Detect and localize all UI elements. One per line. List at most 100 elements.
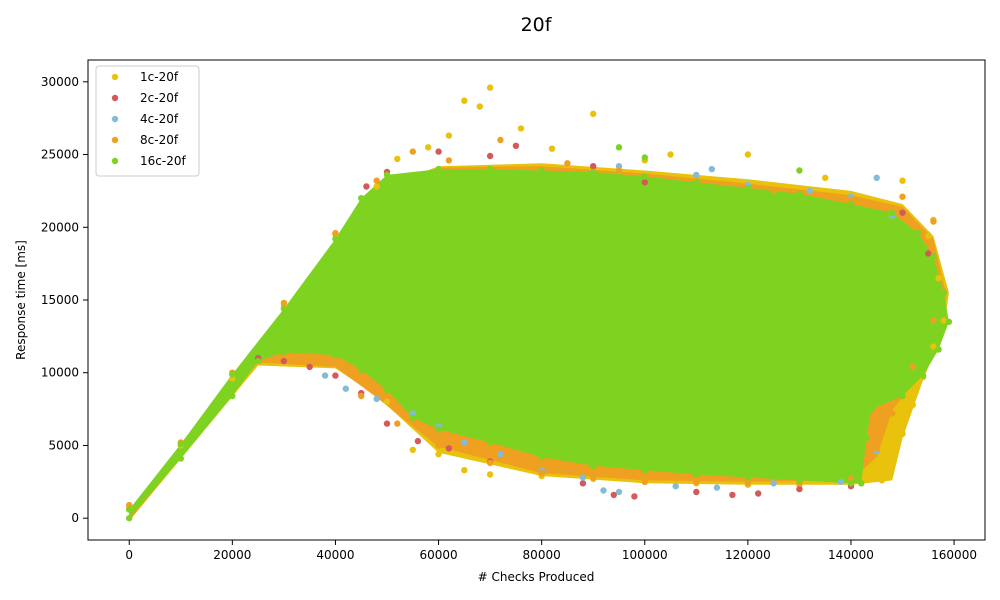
data-point xyxy=(693,471,700,478)
data-point xyxy=(590,110,597,118)
y-axis-label: Response time [ms] xyxy=(14,240,28,360)
data-point xyxy=(878,477,886,484)
x-tick-label: 20000 xyxy=(213,548,251,562)
data-point xyxy=(590,462,597,469)
data-point xyxy=(383,398,391,405)
data-point xyxy=(486,471,494,478)
legend-label: 1c-20f xyxy=(140,70,179,84)
data-point xyxy=(641,179,648,186)
data-point xyxy=(914,229,922,237)
data-point xyxy=(461,97,468,104)
data-point xyxy=(889,410,896,417)
data-point xyxy=(641,478,648,485)
data-point xyxy=(693,179,700,186)
data-point xyxy=(497,136,504,144)
data-point xyxy=(394,155,401,163)
x-tick-label: 80000 xyxy=(523,548,561,562)
data-point xyxy=(548,145,556,152)
data-point xyxy=(590,168,597,176)
y-tick-label: 0 xyxy=(71,511,79,525)
data-point xyxy=(383,171,391,179)
data-point xyxy=(708,165,715,173)
data-point xyxy=(280,357,288,365)
legend: 1c-20f 2c-20f 4c-20f 8c-20f 16c-20f xyxy=(95,65,200,177)
data-point xyxy=(770,187,777,195)
data-point xyxy=(280,299,288,307)
data-point xyxy=(909,363,916,371)
data-point xyxy=(667,151,674,158)
data-point xyxy=(126,506,133,513)
x-tick-label: 40000 xyxy=(316,548,354,562)
data-point xyxy=(615,167,623,174)
data-point xyxy=(564,160,571,167)
data-point xyxy=(641,154,648,161)
data-point xyxy=(512,142,520,149)
data-point xyxy=(693,488,700,496)
data-point xyxy=(610,491,617,499)
data-point xyxy=(600,487,607,494)
data-point xyxy=(538,167,545,174)
data-point xyxy=(847,196,855,203)
data-point xyxy=(615,488,623,496)
data-point xyxy=(940,317,947,324)
data-point xyxy=(435,426,442,433)
data-point xyxy=(306,363,313,371)
legend-marker xyxy=(111,136,119,144)
data-point xyxy=(822,174,829,181)
scatter-bands xyxy=(129,163,949,522)
x-tick-label: 60000 xyxy=(419,548,457,562)
data-point xyxy=(744,184,752,192)
data-point xyxy=(744,480,752,487)
data-point xyxy=(486,152,494,160)
data-point xyxy=(873,174,880,181)
data-point xyxy=(363,183,370,190)
data-point xyxy=(796,485,803,493)
data-point xyxy=(538,469,545,477)
data-point xyxy=(517,125,525,132)
data-point xyxy=(461,439,468,446)
x-axis-label: # Checks Produced xyxy=(478,570,595,584)
legend-marker xyxy=(111,115,119,123)
data-point xyxy=(940,289,947,296)
data-point xyxy=(342,385,349,392)
data-point xyxy=(579,480,587,487)
data-point xyxy=(837,478,844,485)
data-point xyxy=(935,346,942,353)
data-point xyxy=(280,349,288,356)
chart-title: 20f xyxy=(521,14,553,36)
data-point xyxy=(332,352,339,359)
legend-marker xyxy=(111,73,119,81)
x-tick-label: 140000 xyxy=(828,548,874,562)
data-point xyxy=(919,372,927,379)
legend-label: 8c-20f xyxy=(140,133,179,147)
data-point xyxy=(177,440,184,448)
data-point xyxy=(847,480,855,487)
data-point xyxy=(641,467,648,474)
data-point xyxy=(899,209,906,216)
scatter-points xyxy=(126,84,953,522)
data-point xyxy=(126,515,133,522)
data-point xyxy=(414,437,422,445)
data-point xyxy=(280,305,288,312)
data-point xyxy=(590,474,597,481)
data-point xyxy=(332,235,339,243)
data-point xyxy=(373,395,380,403)
data-point xyxy=(435,148,442,155)
data-point xyxy=(358,195,365,202)
band-16c-20f xyxy=(129,169,949,519)
data-point xyxy=(383,387,391,394)
y-tick-label: 5000 xyxy=(48,438,79,452)
data-point xyxy=(945,318,953,325)
x-tick-label: 160000 xyxy=(931,548,977,562)
x-axis-ticks: 0 20000 40000 60000 80000 100000 120000 140000 1… xyxy=(125,540,977,562)
data-point xyxy=(641,173,648,180)
data-point xyxy=(858,480,865,487)
legend-marker xyxy=(111,94,119,102)
data-point xyxy=(873,445,880,452)
data-point xyxy=(321,372,329,379)
data-point xyxy=(847,200,855,208)
legend-label: 16c-20f xyxy=(140,154,186,168)
data-point xyxy=(579,474,587,481)
data-point xyxy=(899,177,906,184)
data-point xyxy=(126,501,133,509)
